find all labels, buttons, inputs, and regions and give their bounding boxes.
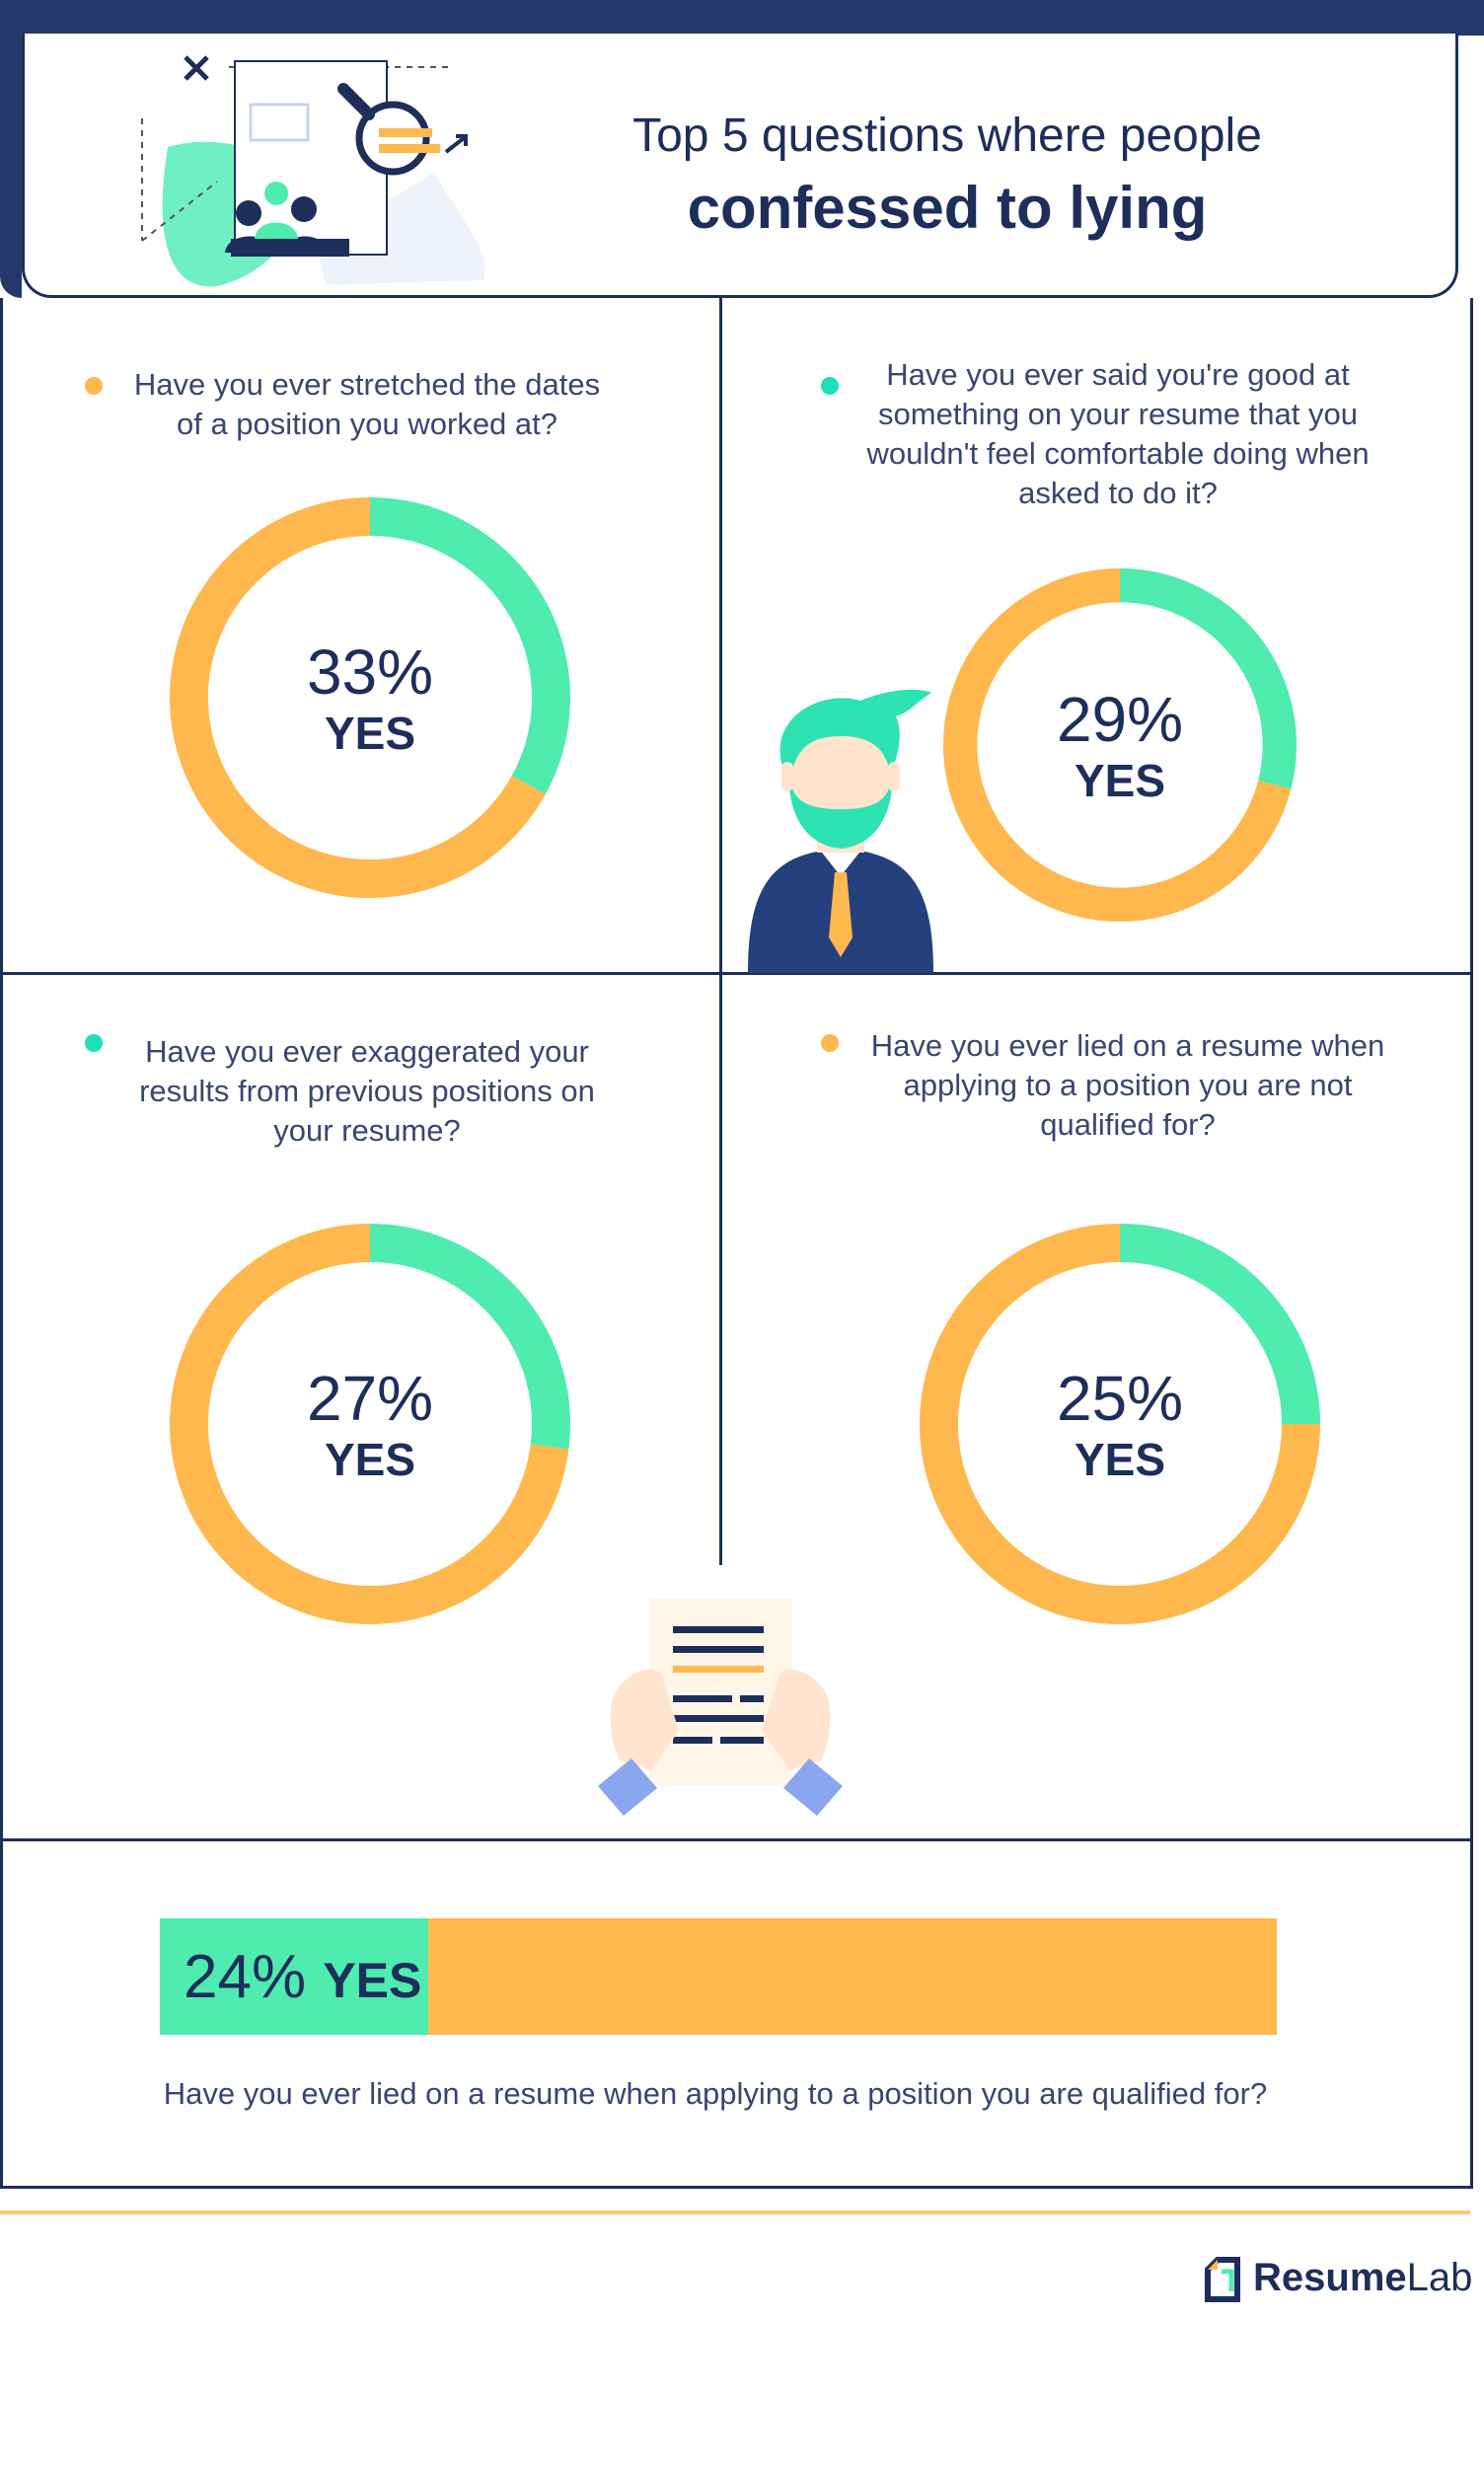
donut-yes-label: YES xyxy=(325,1434,415,1485)
man-illustration-icon xyxy=(748,689,933,973)
question-3-bullet xyxy=(85,1034,103,1052)
donut-yes-slice xyxy=(369,1224,570,1450)
donut-no-slice xyxy=(170,497,546,898)
resume-hands-illustration-icon xyxy=(598,1599,843,1816)
question-4-bullet xyxy=(821,1034,839,1052)
meeting-illustration-icon xyxy=(141,55,485,287)
question-1-bullet xyxy=(85,377,103,395)
resumelab-logo-text: ResumeLab xyxy=(1253,2256,1472,2300)
grid-row-line-1 xyxy=(0,972,1473,975)
bar-percent: 24% xyxy=(184,1943,307,2011)
donut-percent-label: 25% xyxy=(1057,1363,1183,1434)
resumelab-logo: ResumeLab xyxy=(1192,2250,1478,2309)
grid-center-line-top xyxy=(719,298,722,973)
donut-no-slice xyxy=(170,1224,569,1624)
grid-left-border xyxy=(0,298,3,2189)
bar-yes-segment xyxy=(160,1918,428,2035)
title-line-1: Top 5 questions where people xyxy=(632,110,1262,162)
header-side-band xyxy=(0,0,22,298)
bar-label: 24% YES xyxy=(184,1942,421,2012)
donut-no-slice xyxy=(920,1224,1320,1624)
grid-bottom-border xyxy=(0,2186,1473,2189)
question-1-text: Have you ever stretched the dates of a p… xyxy=(133,367,601,441)
donut-yes-label: YES xyxy=(1075,1434,1165,1485)
question-3-text: Have you ever exaggerated your results f… xyxy=(139,1034,595,1148)
donut-chart-1: 33%YES xyxy=(170,497,570,898)
logo-text-part-1: Resume xyxy=(1253,2256,1407,2299)
top-band xyxy=(0,0,1484,36)
donut-percent-label: 33% xyxy=(307,636,433,708)
bar-yes-label: YES xyxy=(323,1953,422,2008)
grid-center-line-bottom xyxy=(719,973,722,1565)
bar-chart-5: 24% YES xyxy=(160,1918,1277,2035)
donut-percent-label: 27% xyxy=(307,1363,433,1434)
question-2-bullet xyxy=(821,377,839,395)
donut-chart-4: 25%YES xyxy=(920,1224,1320,1624)
donut-chart-3: 27%YES xyxy=(170,1224,570,1624)
donut-yes-label: YES xyxy=(1075,755,1165,806)
donut-yes-label: YES xyxy=(325,708,415,759)
question-5-text: Have you ever lied on a resume when appl… xyxy=(163,2076,1268,2111)
grid-right-border xyxy=(1470,298,1473,2189)
donut-percent-label: 29% xyxy=(1057,684,1183,755)
question-4-text: Have you ever lied on a resume when appl… xyxy=(870,1028,1385,1142)
bar-no-segment xyxy=(428,1918,1277,2035)
donut-yes-slice xyxy=(369,497,570,794)
question-2-text: Have you ever said you're good at someth… xyxy=(866,357,1370,510)
donut-yes-slice xyxy=(1119,568,1297,789)
logo-text-part-2: Lab xyxy=(1406,2256,1473,2299)
resumelab-logo-icon xyxy=(1205,2257,1240,2302)
grid-row-line-2 xyxy=(0,1838,1473,1841)
title-line-2: confessed to lying xyxy=(687,175,1208,241)
footer-divider xyxy=(0,2210,1470,2214)
donut-yes-slice xyxy=(1119,1224,1320,1425)
donut-no-slice xyxy=(943,568,1292,922)
donut-chart-2: 29%YES xyxy=(943,568,1297,922)
